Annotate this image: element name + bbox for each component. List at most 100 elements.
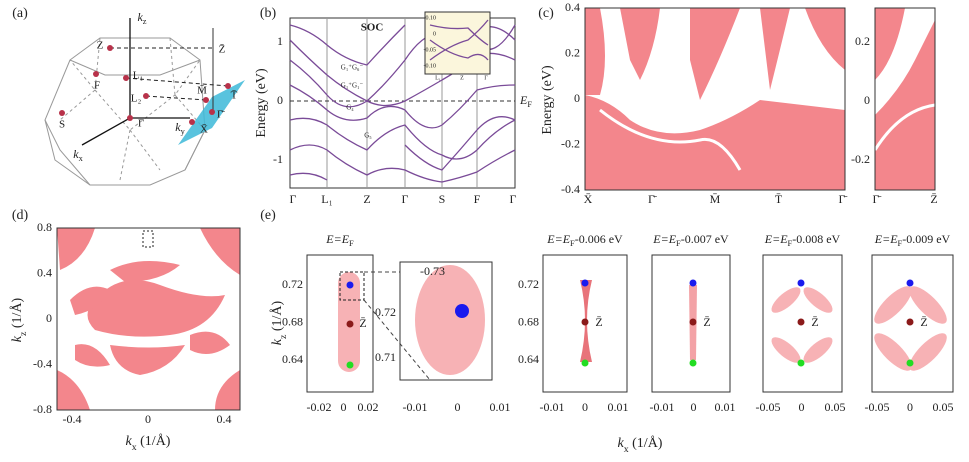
axis-label: kx (1/Å) — [618, 435, 663, 455]
axis-label: kz (1/Å) — [269, 300, 289, 345]
label: (a) — [12, 6, 28, 21]
x-tick-label: 0 — [691, 400, 697, 414]
text-part: x — [132, 442, 137, 453]
y-tick-label: 0 — [46, 311, 52, 325]
level-label: G₁⁺G₁⁻ — [341, 82, 364, 90]
text-part: (1/Å) — [137, 433, 171, 449]
x-tick-label: 0.01 — [608, 400, 629, 414]
x-tick-label: Γ̄ — [839, 192, 848, 206]
y-tick-label: 0 — [864, 93, 870, 107]
panel-title: E=EF-0.009 eV — [874, 232, 951, 249]
text-part: F — [349, 239, 354, 248]
zbar-point — [906, 318, 914, 326]
x-tick-label: Z̄ — [930, 192, 937, 206]
text-part: F — [676, 239, 681, 248]
zbar-point — [797, 318, 805, 326]
text-part: -0.009 eV — [902, 232, 950, 246]
inset-tick: Z — [460, 75, 464, 81]
text-part: F — [527, 100, 532, 109]
x-tick-label: -0.01 — [403, 400, 428, 414]
inset-tick: 0 — [433, 31, 436, 37]
label: (d) — [12, 208, 29, 223]
y-tick-label: 0.4 — [565, 0, 580, 14]
axis-label: kx — [73, 147, 83, 164]
y-tick-label: 0.2 — [855, 34, 870, 48]
y-tick-label: 0.72 — [375, 305, 396, 319]
x-tick-label: T̄ — [775, 192, 783, 206]
text-part: F — [898, 239, 903, 248]
green-point — [689, 359, 697, 367]
text-part: -0.006 eV — [575, 232, 623, 246]
point-label: L₂ — [131, 93, 142, 105]
point-label: M̄ — [197, 85, 207, 97]
x-tick-label: Γ̄ — [873, 192, 882, 206]
x-tick-label: Γ — [402, 192, 409, 206]
text-part: z — [143, 17, 147, 26]
inset-tick: -0.05 — [424, 47, 437, 53]
y-tick-label: 1 — [277, 34, 283, 48]
text-part: z — [278, 334, 289, 339]
panel-title: E=EF-0.006 eV — [546, 232, 623, 249]
y-axis-label: Energy (eV) — [254, 68, 269, 138]
x-tick-label: 0.05 — [825, 400, 846, 414]
x-tick-label: Z — [363, 192, 370, 206]
y-tick-label: 0.64 — [518, 352, 539, 366]
label: (e) — [260, 208, 276, 223]
x-tick-label: -0.01 — [540, 400, 565, 414]
x-tick-label: 0 — [145, 412, 151, 426]
axis-label: kz (1/Å) — [9, 297, 29, 342]
y-tick-label: -1 — [273, 152, 283, 166]
level-label: G₄ — [346, 104, 354, 112]
y-tick-label: 0.72 — [518, 277, 539, 291]
inset-tick: L₁ — [435, 75, 441, 81]
zoom-contours — [306, 254, 954, 393]
point-label: Z̄ — [811, 315, 818, 329]
panel-title: E=EF — [325, 232, 354, 249]
y-tick-label: -0.2 — [851, 152, 870, 166]
text-part: k — [10, 335, 25, 342]
point-label: Z̄ — [703, 315, 710, 329]
x-tick-label: L₁ — [321, 192, 333, 206]
x-tick-label: M̄ — [710, 192, 721, 206]
x-tick-label: 0.01 — [490, 400, 511, 414]
text-part: (1/Å) — [269, 300, 285, 334]
text-part: k — [137, 10, 143, 24]
y-tick-label: 0.72 — [282, 277, 303, 291]
text-part: F — [570, 239, 575, 248]
text-part: k — [175, 120, 181, 134]
inset-tick: 0.10 — [426, 15, 437, 21]
y-tick-label: -0.2 — [561, 136, 580, 150]
inset-tick: -0.10 — [424, 63, 437, 69]
point-label: Γ̄ — [217, 109, 225, 121]
point-label: Z̄ — [595, 315, 602, 329]
y-tick-label: 0.2 — [565, 45, 580, 59]
y-tick-label: 0.71 — [375, 350, 396, 364]
x-tick-label: Γ — [510, 192, 517, 206]
inset-tick: Γ — [484, 75, 488, 81]
text-part: E=E — [874, 232, 898, 246]
fermi-level-label: EF — [519, 93, 532, 110]
y-tick-label: -0.4 — [561, 182, 580, 196]
label: SOC — [361, 22, 384, 34]
green-point — [346, 361, 354, 369]
level-label: G₅ — [364, 132, 372, 140]
x-tick-label: -0.4 — [63, 412, 82, 426]
text-part: k — [73, 147, 79, 161]
text-part: k — [270, 338, 285, 345]
y-tick-label: 0 — [574, 91, 580, 105]
text-part: (1/Å) — [9, 297, 25, 331]
text-part: E=E — [652, 232, 676, 246]
zbar-point — [581, 318, 589, 326]
x-tick-label: 0 — [455, 400, 461, 414]
blue-point — [689, 279, 697, 287]
label: (b) — [260, 6, 277, 21]
text-part: E — [519, 93, 528, 107]
text-part: k — [126, 434, 133, 449]
panel-title: E=EF-0.008 eV — [764, 232, 841, 249]
y-tick-label: 0.68 — [518, 314, 539, 328]
axis-label: kz — [137, 10, 146, 27]
x-tick-label: Γ — [290, 192, 297, 206]
x-tick-label: 0 — [341, 400, 347, 414]
text-part: F — [788, 239, 793, 248]
